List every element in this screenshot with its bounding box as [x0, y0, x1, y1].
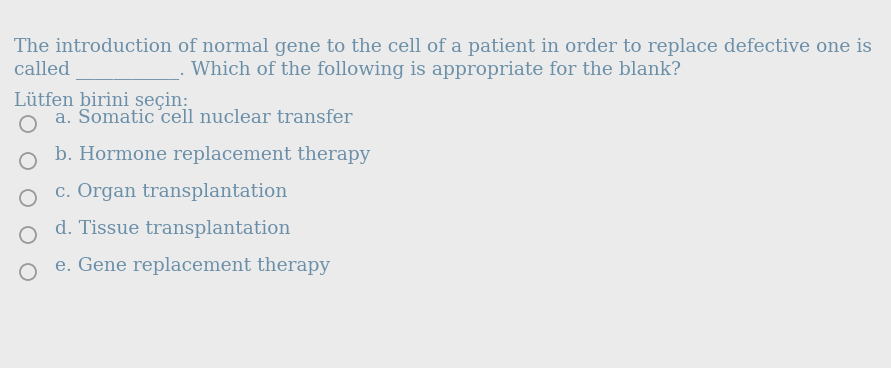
Text: c. Organ transplantation: c. Organ transplantation [55, 183, 288, 201]
Text: called ___________. Which of the following is appropriate for the blank?: called ___________. Which of the followi… [14, 60, 681, 79]
Text: d. Tissue transplantation: d. Tissue transplantation [55, 220, 290, 238]
Text: The introduction of normal gene to the cell of a patient in order to replace def: The introduction of normal gene to the c… [14, 38, 872, 56]
Text: e. Gene replacement therapy: e. Gene replacement therapy [55, 257, 331, 275]
Text: b. Hormone replacement therapy: b. Hormone replacement therapy [55, 146, 371, 164]
Text: a. Somatic cell nuclear transfer: a. Somatic cell nuclear transfer [55, 109, 353, 127]
Text: Lütfen birini seçin:: Lütfen birini seçin: [14, 92, 189, 110]
